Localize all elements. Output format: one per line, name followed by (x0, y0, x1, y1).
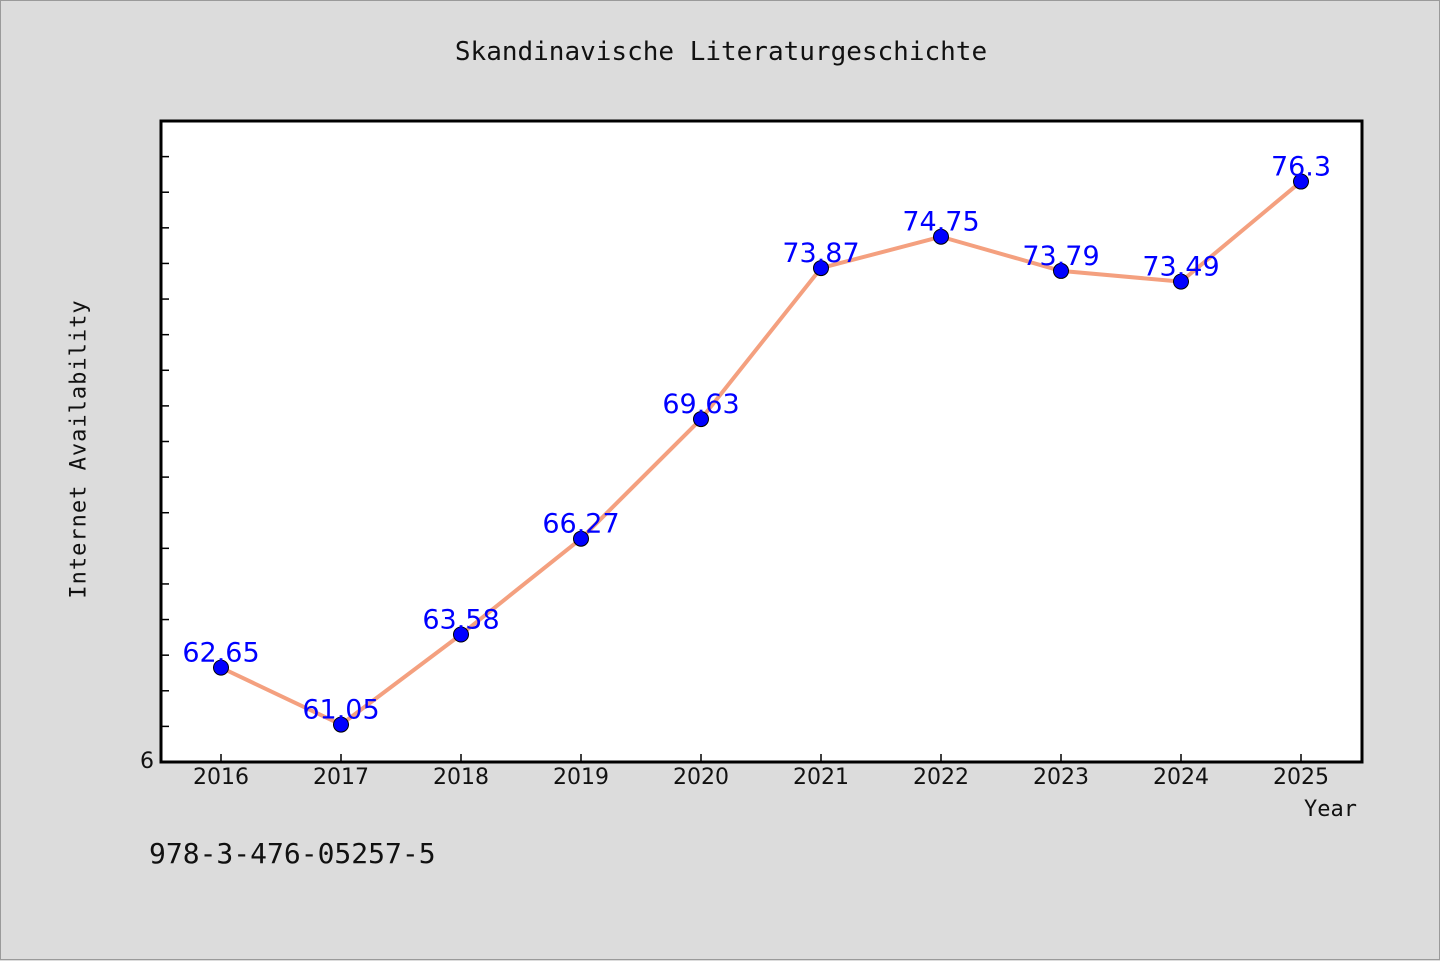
data-label: 73.49 (1142, 252, 1219, 283)
data-label: 63.58 (422, 605, 499, 636)
x-axis-label: Year (1304, 797, 1357, 822)
x-tick-label: 2018 (433, 765, 489, 790)
series-line (220, 180, 1303, 727)
x-tick-label: 2017 (313, 765, 369, 790)
data-label: 73.79 (1022, 241, 1099, 272)
data-point (933, 228, 949, 245)
data-point (573, 530, 589, 547)
data-label: 66.27 (542, 509, 619, 540)
x-axis-ticks: 2016 2017 2018 2019 2020 2021 2022 2023 2024 2025 (193, 754, 1329, 790)
data-labels: 62.65 61.05 63.58 66.27 69.63 73.87 74.75 73.79… (182, 152, 1331, 726)
data-point (1173, 273, 1189, 290)
y-tick-labels: 6 (140, 749, 154, 774)
x-tick-label: 2025 (1273, 765, 1329, 790)
y-tick-label: 6 (140, 749, 154, 774)
data-label: 69.63 (662, 389, 739, 420)
data-label: 61.05 (302, 695, 379, 726)
x-tick-label: 2022 (913, 765, 969, 790)
x-tick-label: 2023 (1033, 765, 1089, 790)
data-point (453, 626, 469, 643)
data-point (333, 716, 349, 733)
data-label: 73.87 (782, 238, 859, 269)
x-tick-label: 2016 (193, 765, 249, 790)
plot-background (159, 119, 1364, 764)
x-tick-label: 2024 (1153, 765, 1209, 790)
data-point (813, 260, 829, 277)
data-point (693, 411, 709, 428)
chart-title: Skandinavische Literaturgeschichte (454, 37, 988, 67)
y-axis-ticks (161, 155, 169, 728)
series-markers (213, 173, 1309, 733)
x-tick-label: 2019 (553, 765, 609, 790)
data-label: 76.3 (1271, 152, 1331, 183)
x-tick-label: 2021 (793, 765, 849, 790)
x-tick-label: 2020 (673, 765, 729, 790)
data-point (1053, 262, 1069, 279)
data-label: 62.65 (182, 638, 259, 669)
data-label: 74.75 (902, 207, 979, 238)
data-point (1293, 173, 1309, 190)
isbn-label: 978-3-476-05257-5 (149, 837, 436, 870)
data-point (213, 659, 229, 676)
